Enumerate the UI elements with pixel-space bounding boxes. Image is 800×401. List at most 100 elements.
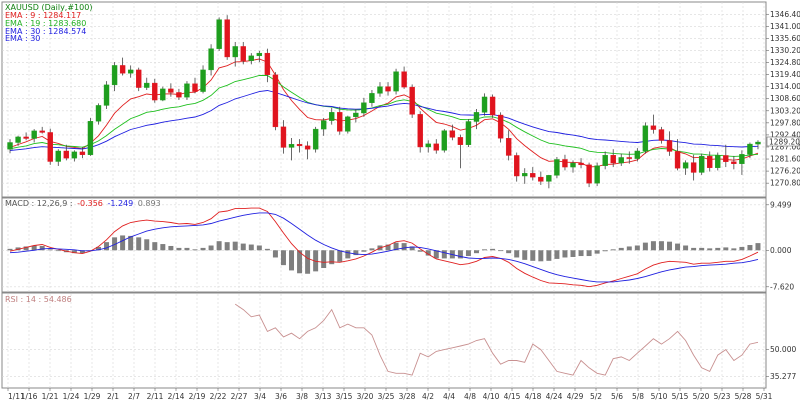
candle-up — [546, 174, 552, 189]
candle-body — [473, 112, 480, 122]
date-tick-label: 5/2 — [590, 392, 602, 401]
candle-down — [240, 41, 246, 65]
macd-histogram-bar — [441, 250, 447, 259]
macd-histogram-bar — [490, 248, 496, 251]
macd-histogram-bar — [618, 247, 624, 251]
candle-down — [530, 167, 536, 181]
candle-body — [320, 120, 327, 130]
macd-histogram-bar — [337, 250, 343, 262]
candle-up — [31, 129, 37, 143]
candle-body — [401, 71, 407, 88]
candle-up — [473, 108, 480, 130]
candle-up — [87, 117, 94, 156]
date-tick-label: 5/31 — [756, 392, 773, 401]
candle-body — [264, 52, 271, 76]
candle-down — [280, 120, 287, 154]
candle-body — [449, 130, 456, 138]
rsi-plot — [234, 303, 759, 376]
candle-body — [514, 155, 520, 177]
candle-body — [610, 155, 616, 164]
candle-down — [304, 141, 311, 160]
candle-down — [586, 162, 592, 188]
candle-body — [731, 161, 737, 164]
candle-body — [127, 69, 134, 74]
candle-up — [232, 41, 238, 67]
candle-body — [723, 155, 729, 162]
candle-body — [15, 136, 21, 143]
rsi-panel — [1, 292, 767, 389]
candle-up — [682, 160, 689, 175]
macd-histogram-bar — [168, 245, 174, 251]
candle-body — [240, 46, 246, 61]
date-tick-label: 5/8 — [632, 392, 644, 401]
candle-body — [650, 125, 657, 130]
candle-up — [256, 50, 263, 63]
macd-histogram-bar — [650, 241, 656, 251]
candle-body — [39, 130, 45, 133]
candle-down — [192, 77, 198, 94]
candle-body — [522, 173, 528, 177]
macd-histogram-bar — [321, 250, 327, 269]
candle-down — [417, 111, 423, 153]
macd-histogram-bar — [562, 250, 568, 258]
candle-up — [594, 162, 600, 187]
candle-down — [152, 78, 158, 103]
candle-down — [409, 84, 415, 118]
candle-down — [666, 131, 673, 156]
candle-body — [288, 144, 295, 148]
candle-body — [642, 125, 649, 152]
date-tick-label: 1/29 — [84, 392, 101, 401]
candle-body — [505, 138, 512, 156]
candle-down — [296, 139, 303, 153]
price-tick-label: 1281.60 — [770, 155, 800, 164]
macd-histogram-bar — [47, 249, 53, 251]
candle-down — [272, 72, 279, 131]
candle-down — [690, 154, 697, 181]
price-tick-label: 1287.00 — [770, 142, 800, 151]
candle-body — [168, 88, 174, 93]
macd-line — [9, 207, 759, 288]
macd-histogram-bar — [473, 250, 479, 254]
macd-histogram-bar — [256, 245, 262, 251]
candle-up — [570, 160, 576, 173]
candle-body — [578, 162, 584, 166]
date-tick-label: 4/10 — [483, 392, 500, 401]
candle-up — [481, 93, 488, 116]
candle-body — [79, 151, 86, 155]
macd-histogram-bar — [433, 250, 439, 259]
macd-histogram-bar — [79, 250, 85, 254]
candle-body — [747, 143, 753, 155]
candle-down — [224, 15, 230, 60]
macd-histogram-bar — [707, 248, 713, 251]
macd-plot — [7, 207, 761, 288]
macd-histogram-bar — [723, 247, 729, 251]
candle-down — [497, 112, 504, 143]
price-tick-label: 1297.80 — [770, 118, 800, 127]
candle-body — [296, 144, 303, 147]
candle-up — [160, 86, 166, 102]
candle-body — [160, 88, 166, 101]
macd-histogram-bar — [570, 250, 576, 257]
candle-body — [377, 86, 383, 94]
candle-up — [127, 65, 134, 78]
candle-body — [248, 55, 254, 61]
macd-histogram-bar — [240, 243, 246, 251]
candle-up — [329, 107, 335, 125]
candle-body — [111, 65, 118, 86]
macd-histogram-bar — [39, 245, 45, 251]
candle-up — [7, 139, 13, 154]
candle-up — [312, 126, 319, 153]
candle-body — [707, 155, 713, 168]
candle-body — [176, 92, 182, 98]
price-tick-label: 1308.60 — [770, 94, 800, 103]
candle-up — [602, 151, 608, 170]
candle-body — [208, 48, 214, 71]
macd-histogram-bar — [160, 244, 166, 251]
macd-histogram-bar — [216, 241, 222, 251]
date-tick-label: 3/28 — [399, 392, 416, 401]
macd-histogram-bar — [272, 250, 278, 258]
macd-histogram-bar — [104, 242, 110, 251]
macd-histogram-bar — [55, 250, 61, 252]
macd-histogram-bar — [417, 250, 423, 252]
candle-body — [7, 142, 13, 150]
